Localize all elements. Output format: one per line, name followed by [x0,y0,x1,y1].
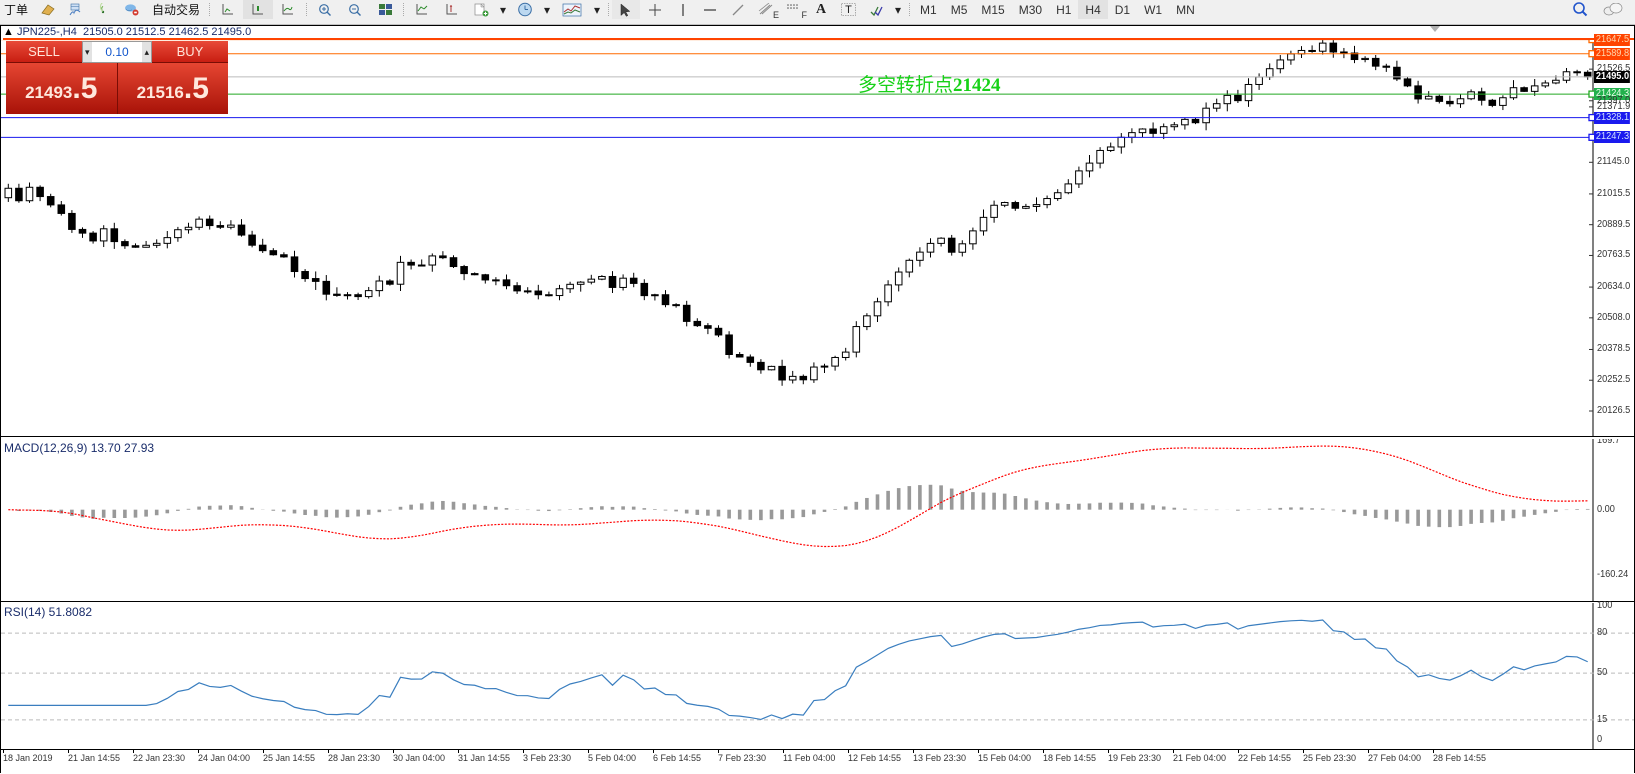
svg-text:T: T [845,4,852,16]
